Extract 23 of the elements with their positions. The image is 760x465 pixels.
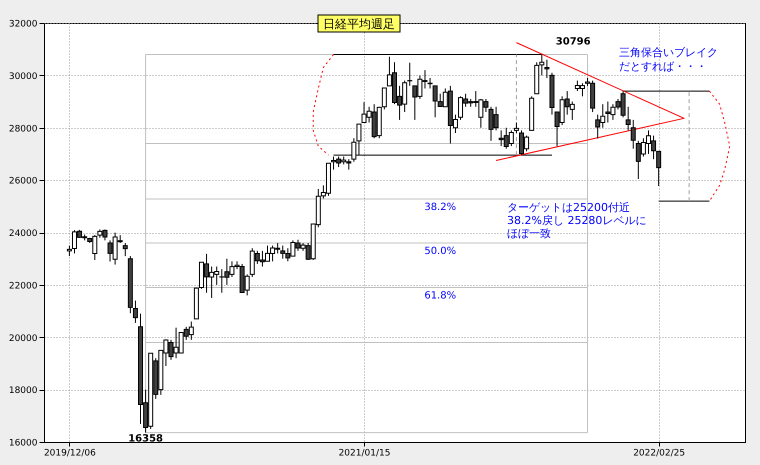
annotation: 61.8% bbox=[424, 290, 456, 302]
y-tick-label: 18000 bbox=[8, 386, 38, 396]
annotation: ほぼ一致 bbox=[507, 227, 551, 240]
y-tick-label: 26000 bbox=[8, 176, 38, 187]
x-tick-label: 2021/01/15 bbox=[338, 448, 390, 458]
y-tick-label: 16000 bbox=[8, 438, 38, 448]
y-tick-label: 24000 bbox=[8, 229, 38, 239]
annotation: 三角保合いブレイク bbox=[619, 46, 718, 59]
y-tick-label: 20000 bbox=[8, 334, 38, 344]
annotation: だとすれば・・・ bbox=[619, 60, 707, 73]
x-tick-label: 2022/02/25 bbox=[633, 448, 686, 458]
chart-title: 日経平均週足 bbox=[323, 17, 395, 31]
y-tick-label: 30000 bbox=[8, 72, 38, 82]
y-tick-label: 32000 bbox=[8, 20, 38, 30]
annotation: 50.0% bbox=[424, 246, 456, 257]
annotation: 30796 bbox=[556, 36, 591, 48]
y-tick-label: 22000 bbox=[8, 281, 38, 292]
y-tick-label: 28000 bbox=[8, 124, 38, 134]
annotation: ターゲットは25200付近 bbox=[507, 201, 630, 214]
annotation: 38.2%戻し 25280レベルに bbox=[507, 214, 646, 227]
x-tick-label: 2019/12/06 bbox=[44, 448, 96, 458]
annotation: 16358 bbox=[128, 434, 164, 445]
annotation: 38.2% bbox=[424, 202, 456, 213]
